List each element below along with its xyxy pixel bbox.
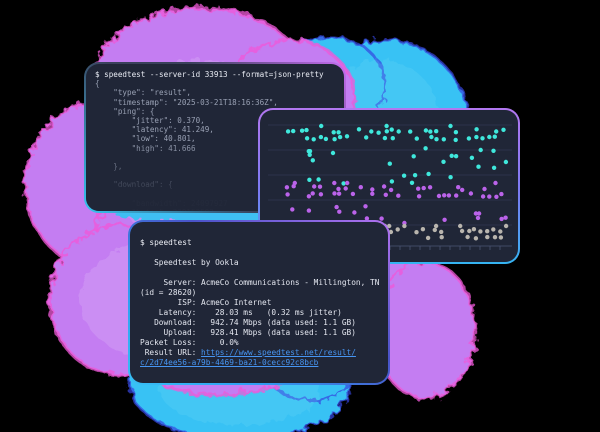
result-terminal-body: $ speedtest Speedtest by Ookla Server: A… [130, 222, 388, 383]
scatter-plot [268, 123, 512, 250]
result-url-label: Result URL: [140, 348, 202, 357]
result-terminal-command: $ speedtest [140, 238, 192, 247]
result-url-link[interactable]: https://www.speedtest.net/result/ [201, 348, 356, 357]
result-terminal-window: $ speedtest Speedtest by Ookla Server: A… [128, 220, 390, 385]
result-url-line: Result URL: https://www.speedtest.net/re… [140, 348, 388, 358]
result-terminal-output: Speedtest by Ookla Server: AcmeCo Commun… [140, 258, 380, 347]
result-url-link-continued[interactable]: c/2d74ee56-a79b-4469-ba21-0cecc92c8bcb [140, 358, 319, 367]
json-terminal-command: $ speedtest --server-id 33913 --format=j… [95, 70, 324, 79]
result-url-line-2: c/2d74ee56-a79b-4469-ba21-0cecc92c8bcb [140, 358, 388, 368]
